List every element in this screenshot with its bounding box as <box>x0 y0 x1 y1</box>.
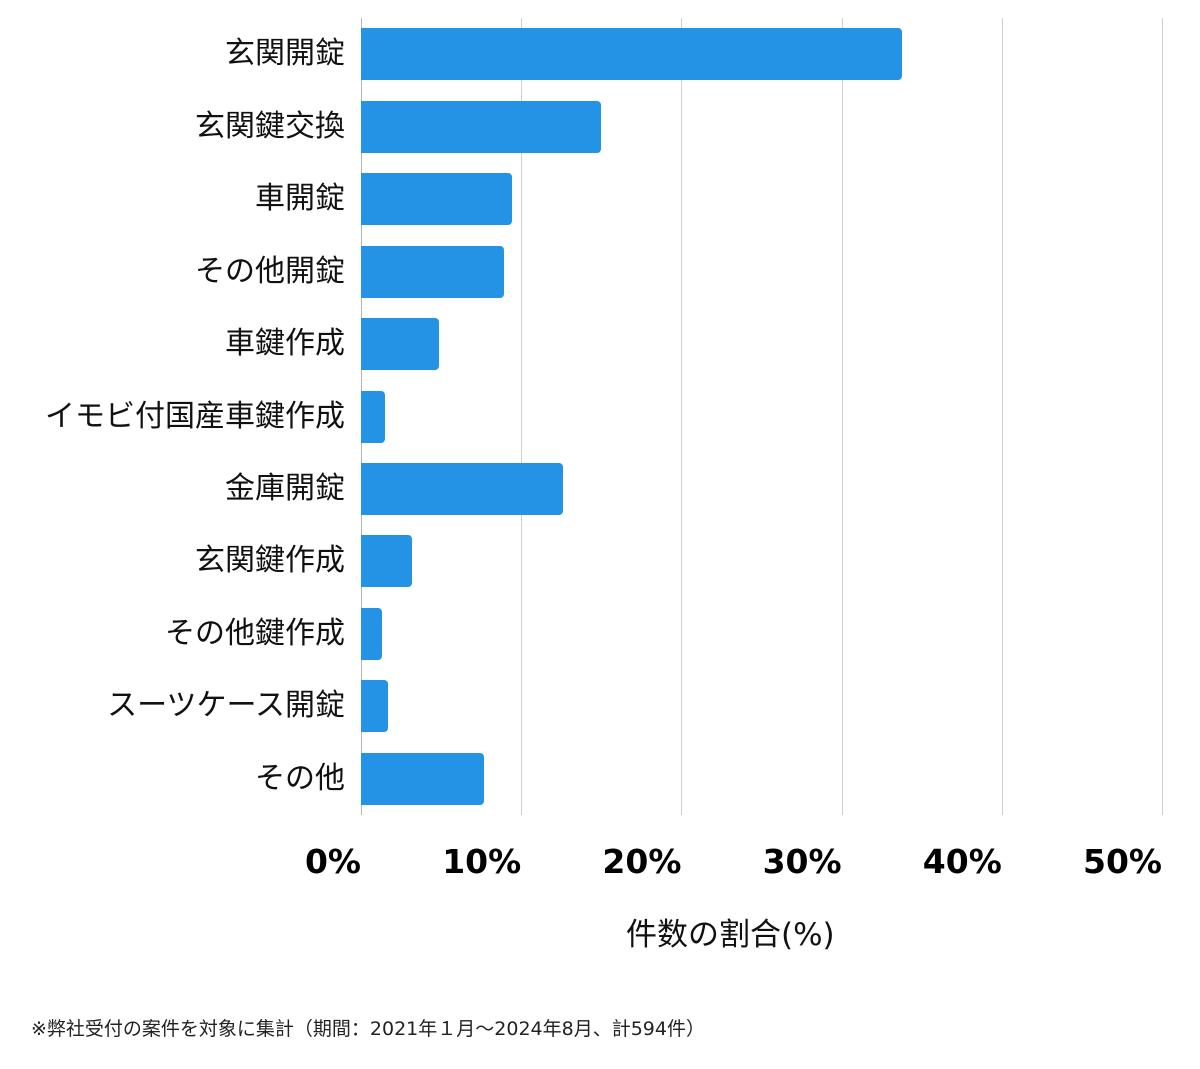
bar-row: その他 <box>0 752 1162 805</box>
bar-row: 玄関鍵交換 <box>0 100 1162 153</box>
bar <box>361 607 382 660</box>
x-tick-label: 0% <box>304 842 361 881</box>
footnote: ※弊社受付の案件を対象に集計（期間：2021年１月～2024年8月、計594件） <box>31 1018 705 1040</box>
bar-row: 玄関開錠 <box>0 28 1162 81</box>
x-tick-label: 30% <box>762 842 842 881</box>
bar-row: 玄関鍵作成 <box>0 535 1162 588</box>
category-label: 金庫開錠 <box>225 470 345 506</box>
category-label: イモビ付国産車鍵作成 <box>45 398 345 434</box>
bar-row: その他開錠 <box>0 245 1162 298</box>
bar <box>361 100 602 153</box>
bar <box>361 535 413 588</box>
bar <box>361 28 903 81</box>
category-label: その他開錠 <box>195 253 345 289</box>
bar <box>361 390 386 443</box>
category-label: その他 <box>255 760 345 796</box>
category-label: 車鍵作成 <box>225 326 345 362</box>
bar-row: イモビ付国産車鍵作成 <box>0 390 1162 443</box>
bar <box>361 318 440 371</box>
x-tick-label: 10% <box>442 842 522 881</box>
gridline <box>1001 18 1003 815</box>
category-label: 玄関鍵作成 <box>195 543 345 579</box>
bar <box>361 680 389 733</box>
x-axis-title-text: 件数の割合(%) <box>626 917 835 953</box>
bar <box>361 245 504 298</box>
category-label: 玄関鍵交換 <box>195 108 345 144</box>
category-label: その他鍵作成 <box>165 615 345 651</box>
bar-row: 金庫開錠 <box>0 462 1162 515</box>
bar-row: その他鍵作成 <box>0 607 1162 660</box>
x-tick-label: 40% <box>922 842 1002 881</box>
x-tick-label: 50% <box>1083 842 1162 881</box>
gridline <box>681 18 683 815</box>
category-label: スーツケース開錠 <box>107 688 345 724</box>
gridline <box>521 18 523 815</box>
category-label: 玄関開錠 <box>225 36 345 72</box>
gridline <box>841 18 843 815</box>
plot-area: 玄関開錠玄関鍵交換車開錠その他開錠車鍵作成イモビ付国産車鍵作成金庫開錠玄関鍵作成… <box>45 18 1163 815</box>
bar-row: 車鍵作成 <box>0 318 1162 371</box>
bar <box>361 462 563 515</box>
x-tick-label: 20% <box>602 842 682 881</box>
bar-row: スーツケース開錠 <box>0 680 1162 733</box>
bar <box>361 173 512 226</box>
bar-row: 車開錠 <box>0 173 1162 226</box>
category-label: 車開錠 <box>255 181 345 217</box>
gridline <box>1162 18 1163 815</box>
bar <box>361 752 485 805</box>
